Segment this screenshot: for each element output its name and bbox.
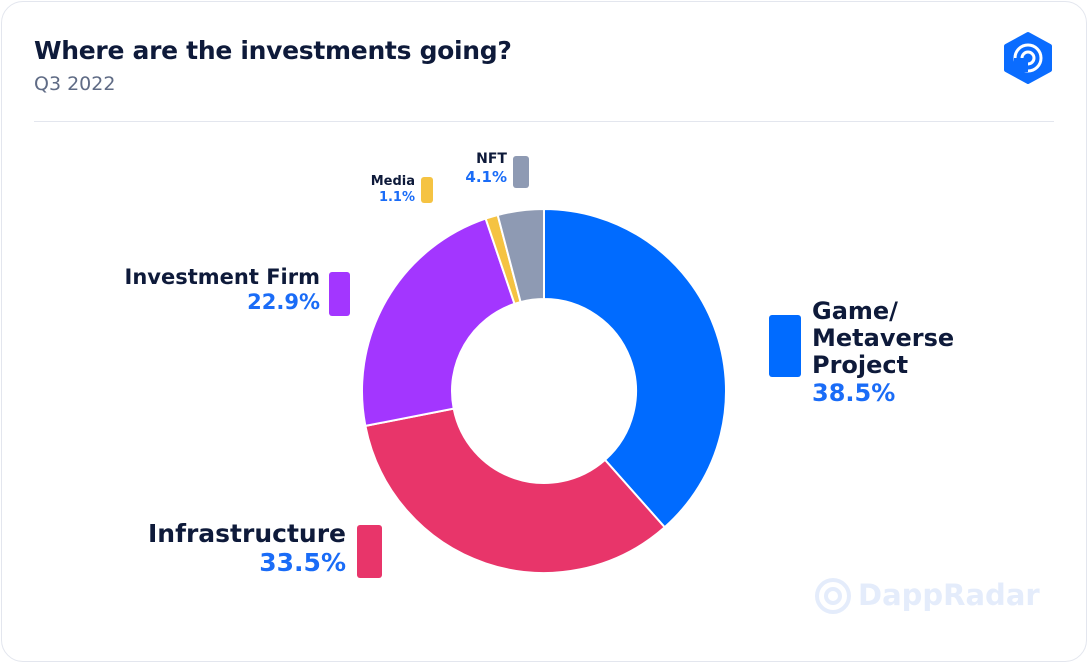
value-label: 4.1% (465, 167, 507, 186)
value-label: 33.5% (259, 548, 346, 578)
legend-swatch (329, 272, 350, 316)
slice-label: Investment Firm 22.9% (60, 265, 320, 315)
legend-swatch (421, 177, 433, 203)
legend-swatch (769, 315, 801, 377)
slice-label: Infrastructure 33.5% (86, 519, 346, 578)
donut-slice (361, 217, 516, 428)
donut-slice (364, 407, 667, 574)
donut-slice (496, 207, 545, 304)
value-label: 1.1% (378, 189, 415, 205)
slice-label: NFT 4.1% (407, 151, 507, 186)
legend-swatch (513, 156, 529, 188)
divider (34, 121, 1054, 122)
legend-swatch (357, 525, 382, 578)
slice-label: Game/ Metaverse Project 38.5% (812, 297, 1052, 408)
category-label: NFT (476, 151, 507, 167)
value-label: 38.5% (812, 379, 896, 408)
category-label: Investment Firm (124, 265, 320, 289)
donut-slice (543, 207, 727, 529)
watermark-logo (815, 578, 851, 614)
category-label: Infrastructure (148, 519, 346, 548)
chart-title: Where are the investments going? (34, 36, 512, 65)
chart-subtitle: Q3 2022 (34, 73, 116, 95)
slice-label: Media 1.1% (315, 174, 415, 205)
watermark: DappRadar (858, 578, 1040, 612)
category-label: Game/ Metaverse Project (812, 297, 955, 380)
logo (1004, 32, 1052, 84)
value-label: 22.9% (247, 289, 320, 314)
category-label: Media (370, 174, 415, 189)
